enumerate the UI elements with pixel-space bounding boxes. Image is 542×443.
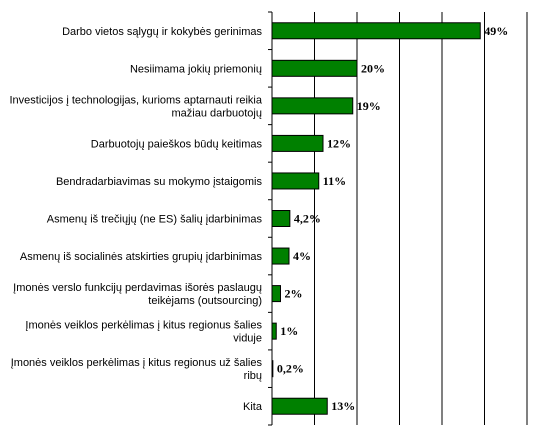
data-label: 12%: [327, 136, 351, 150]
category-label: Darbuotojų paieškos būdų keitimas: [91, 138, 263, 150]
category-label: Asmenų iš socialinės atskirties grupių į…: [20, 251, 263, 263]
category-label: Bendradarbiavimas su mokymo įstaigomis: [56, 176, 263, 188]
data-label: 20%: [361, 61, 385, 75]
bar: [271, 322, 277, 340]
data-label: 19%: [357, 99, 381, 113]
category-label: Nesiimama jokių priemonių: [130, 63, 262, 75]
bar: [271, 210, 291, 227]
bar: [271, 247, 290, 265]
category-label: Investicijos į technologijas, kurioms ap…: [9, 94, 262, 119]
category-label: Įmonės veiklos perkėlimas į kitus region…: [11, 357, 263, 382]
data-label: 2%: [285, 287, 303, 301]
data-label: 49%: [484, 24, 508, 38]
data-label: 0,2%: [277, 362, 304, 376]
bar: [271, 22, 481, 40]
bar: [271, 360, 274, 378]
bar: [271, 397, 328, 415]
bar: [271, 134, 324, 152]
category-label: Kita: [243, 401, 263, 413]
data-label: 13%: [331, 399, 355, 413]
data-label: 4,2%: [294, 212, 321, 226]
category-label: Asmenų iš trečiųjų (ne ES) šalių įdarbin…: [47, 214, 263, 226]
category-label: Įmonės verslo funkcijų perdavimas išorės…: [13, 282, 262, 307]
bar: [271, 285, 281, 303]
category-label: Darbo vietos sąlygų ir kokybės gerinimas: [62, 26, 262, 38]
bar: [271, 172, 320, 190]
bar: [271, 59, 358, 77]
category-label: Įmonės veiklos perkėlimas į kitus region…: [25, 320, 262, 345]
data-label: 4%: [293, 249, 311, 263]
bar: [271, 97, 354, 115]
data-label: 1%: [280, 324, 298, 338]
data-label: 11%: [323, 174, 346, 188]
